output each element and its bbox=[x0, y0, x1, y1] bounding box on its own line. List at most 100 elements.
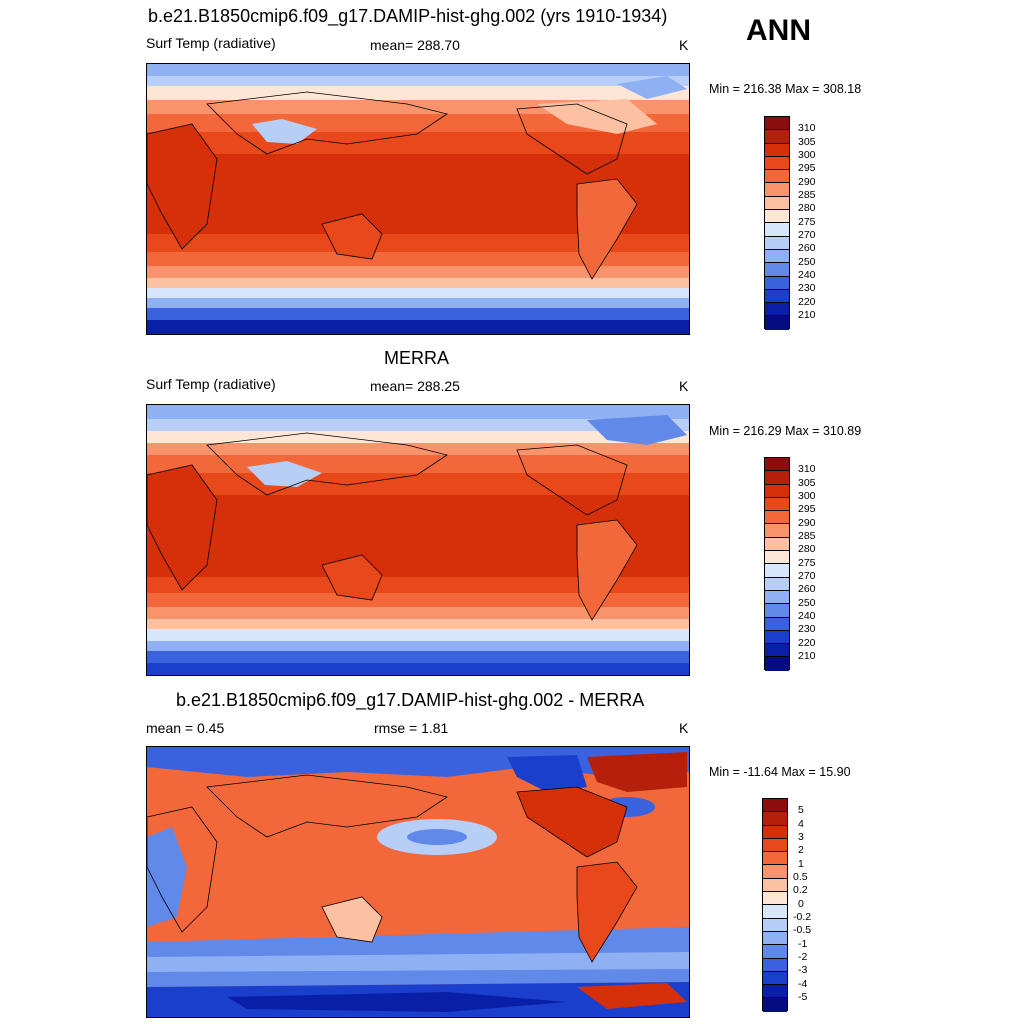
panel2-colorbar bbox=[764, 457, 790, 671]
panel3-title: b.e21.B1850cmip6.f09_g17.DAMIP-hist-ghg.… bbox=[176, 690, 645, 710]
panel2-colorbar-swatch bbox=[765, 630, 789, 645]
panel1-colorbar-tick: 260 bbox=[798, 242, 816, 254]
panel2-colorbar-swatch bbox=[765, 644, 789, 658]
panel1-title: b.e21.B1850cmip6.f09_g17.DAMIP-hist-ghg.… bbox=[148, 6, 668, 26]
panel1-colorbar-tick: 250 bbox=[798, 256, 816, 268]
panel1-colorbar-tick: 295 bbox=[798, 162, 816, 174]
panel3-colorbar-swatch bbox=[763, 878, 787, 893]
panel3-colorbar-tick: 2 bbox=[798, 844, 804, 856]
panel1-colorbar-swatch bbox=[765, 289, 789, 304]
panel1-colorbar-swatch bbox=[765, 303, 789, 317]
panel2-colorbar-swatch bbox=[765, 590, 789, 605]
panel2-colorbar-swatch bbox=[765, 577, 789, 591]
panel3-colorbar-swatch bbox=[763, 985, 787, 999]
panel1-colorbar-tick: 220 bbox=[798, 296, 816, 308]
panel2-colorbar-swatch bbox=[765, 537, 789, 552]
panel2-title: MERRA bbox=[384, 348, 450, 368]
panel2-colorbar-tick: 250 bbox=[798, 597, 816, 609]
panel2-colorbar-swatch bbox=[765, 551, 789, 565]
panel1-colorbar-tick: 270 bbox=[798, 229, 816, 241]
panel3-colorbar-swatch bbox=[763, 852, 787, 866]
panel3-colorbar-swatch bbox=[763, 905, 787, 919]
panel1-colorbar-tick: 280 bbox=[798, 202, 816, 214]
panel2-colorbar-swatch bbox=[765, 458, 789, 472]
panel1-minmax: Min = 216.38 Max = 308.18 bbox=[709, 82, 862, 96]
panel2-colorbar-tick: 295 bbox=[798, 503, 816, 515]
panel3-colorbar-tick: -3 bbox=[798, 964, 808, 976]
panel3-colorbar-swatch bbox=[763, 812, 787, 826]
panel3-mean: mean = 0.45 bbox=[146, 720, 225, 736]
panel2-colorbar-tick: 300 bbox=[798, 490, 816, 502]
panel3-colorbar-tick: 1 bbox=[798, 858, 804, 870]
panel2-mean: mean= 288.25 bbox=[370, 378, 460, 394]
panel3-colorbar-tick: 5 bbox=[798, 804, 804, 816]
panel3-rmse: rmse = 1.81 bbox=[374, 720, 449, 736]
panel1-colorbar-swatch bbox=[765, 117, 789, 131]
panel2-colorbar-swatch bbox=[765, 511, 789, 525]
panel3-colorbar-tick: -5 bbox=[798, 991, 808, 1003]
panel2-colorbar-swatch bbox=[765, 497, 789, 512]
panel3-colorbar-swatch bbox=[763, 892, 787, 906]
panel2-colorbar-swatch bbox=[765, 657, 789, 671]
panel3-colorbar-swatch bbox=[763, 918, 787, 932]
panel1-units: K bbox=[679, 37, 689, 53]
panel1-colorbar-swatch bbox=[765, 130, 789, 144]
panel1-colorbar-swatch bbox=[765, 223, 789, 237]
panel2-colorbar-tick: 220 bbox=[798, 637, 816, 649]
panel3-colorbar-tick: -2 bbox=[798, 951, 808, 963]
panel1-colorbar-swatch bbox=[765, 263, 789, 277]
panel3-colorbar-swatch bbox=[763, 971, 787, 986]
panel1-colorbar-swatch bbox=[765, 143, 789, 157]
panel2-colorbar-swatch bbox=[765, 564, 789, 578]
panel1-colorbar-tick: 290 bbox=[798, 176, 816, 188]
panel2-colorbar-tick: 260 bbox=[798, 583, 816, 595]
panel2-colorbar-tick: 270 bbox=[798, 570, 816, 582]
panel3-colorbar-tick: -1 bbox=[798, 938, 808, 950]
panel2-colorbar-tick: 240 bbox=[798, 610, 816, 622]
panel3-colorbar-swatch bbox=[763, 799, 787, 813]
panel2-colorbar-tick: 290 bbox=[798, 517, 816, 529]
panel2-colorbar-swatch bbox=[765, 604, 789, 618]
panel2-variable: Surf Temp (radiative) bbox=[146, 376, 276, 392]
panel1-map bbox=[146, 63, 690, 335]
panel3-map bbox=[146, 746, 690, 1018]
panel1-colorbar-tick: 230 bbox=[798, 282, 816, 294]
panel3-colorbar-tick: 3 bbox=[798, 831, 804, 843]
panel1-colorbar-swatch bbox=[765, 156, 789, 171]
panel2-colorbar-swatch bbox=[765, 524, 789, 538]
panel3-colorbar-tick: 4 bbox=[798, 818, 804, 830]
panel2-colorbar-tick: 310 bbox=[798, 463, 816, 475]
panel1-colorbar-tick: 275 bbox=[798, 216, 816, 228]
panel2-colorbar-tick: 280 bbox=[798, 543, 816, 555]
panel1-colorbar-tick: 210 bbox=[798, 309, 816, 321]
panel1-colorbar-swatch bbox=[765, 316, 789, 330]
panel1-colorbar-swatch bbox=[765, 236, 789, 250]
season-label: ANN bbox=[746, 14, 811, 47]
panel3-colorbar-swatch bbox=[763, 838, 787, 853]
panel3-units: K bbox=[679, 720, 689, 736]
panel3-colorbar-swatch bbox=[763, 931, 787, 946]
panel3-colorbar-swatch bbox=[763, 865, 787, 879]
panel3-colorbar-swatch bbox=[763, 958, 787, 972]
panel1-variable: Surf Temp (radiative) bbox=[146, 35, 276, 51]
panel3-colorbar-tick: -0.5 bbox=[793, 924, 812, 936]
panel2-colorbar-tick: 210 bbox=[798, 650, 816, 662]
panel1-mean: mean= 288.70 bbox=[370, 37, 460, 53]
panel3-colorbar-swatch bbox=[763, 825, 787, 839]
panel3-minmax: Min = -11.64 Max = 15.90 bbox=[709, 765, 851, 779]
panel1-colorbar-tick: 285 bbox=[798, 189, 816, 201]
panel2-colorbar-swatch bbox=[765, 471, 789, 485]
panel1-colorbar-swatch bbox=[765, 249, 789, 264]
panel2-map bbox=[146, 404, 690, 676]
panel3-colorbar-tick: -0.2 bbox=[793, 911, 812, 923]
panel3-colorbar-tick: 0.5 bbox=[793, 871, 808, 883]
panel2-colorbar-tick: 275 bbox=[798, 557, 816, 569]
panel3-colorbar-tick: 0 bbox=[798, 898, 804, 910]
panel3-colorbar-tick: -4 bbox=[798, 978, 808, 990]
panel3-colorbar-swatch bbox=[763, 998, 787, 1012]
panel1-colorbar-tick: 240 bbox=[798, 269, 816, 281]
panel2-colorbar-swatch bbox=[765, 617, 789, 631]
panel1-colorbar bbox=[764, 116, 790, 330]
panel1-colorbar-swatch bbox=[765, 196, 789, 211]
panel3-colorbar bbox=[762, 798, 788, 1012]
